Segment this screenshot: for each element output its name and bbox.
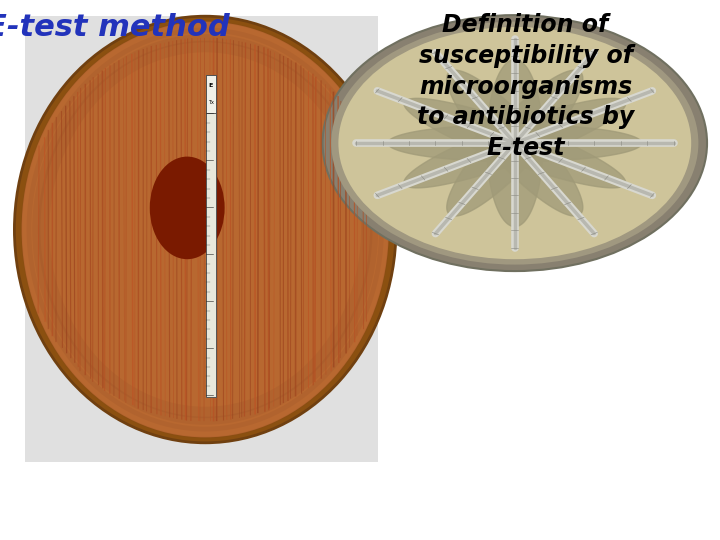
Polygon shape — [487, 59, 543, 227]
FancyBboxPatch shape — [206, 75, 216, 113]
FancyBboxPatch shape — [25, 16, 378, 462]
Ellipse shape — [323, 15, 707, 271]
Ellipse shape — [338, 27, 691, 259]
Polygon shape — [446, 70, 583, 216]
Ellipse shape — [14, 16, 396, 443]
Text: Tx: Tx — [208, 100, 214, 105]
Polygon shape — [404, 98, 626, 188]
Ellipse shape — [22, 22, 389, 437]
Polygon shape — [404, 98, 626, 188]
FancyBboxPatch shape — [206, 75, 216, 397]
Ellipse shape — [331, 22, 698, 265]
Text: E-test method: E-test method — [0, 14, 230, 43]
Polygon shape — [446, 70, 583, 216]
Ellipse shape — [150, 157, 225, 259]
Polygon shape — [388, 125, 642, 161]
Text: Definition of
susceptibility of
microorganisms
to antibiotics by
E-test: Definition of susceptibility of microorg… — [417, 14, 634, 160]
Text: E: E — [209, 83, 213, 88]
